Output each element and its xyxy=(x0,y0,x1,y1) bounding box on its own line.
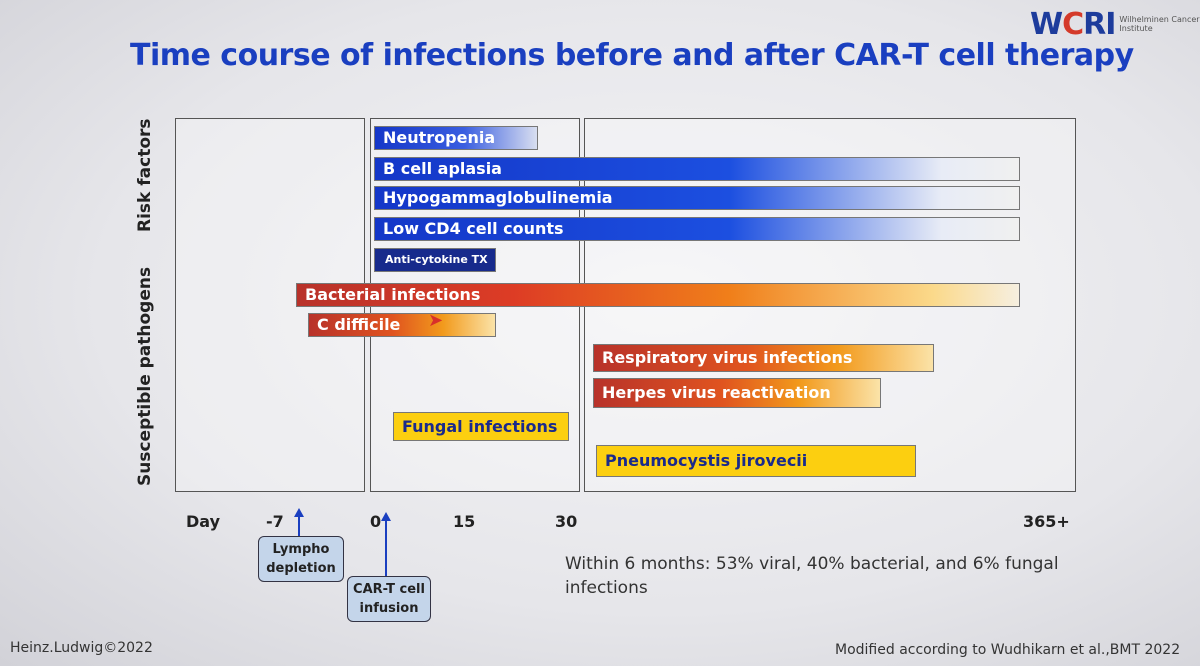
cart-arrow-icon xyxy=(381,512,391,521)
bar-b-cell-aplasia: B cell aplasia xyxy=(374,157,1020,181)
tick-minus-7: -7 xyxy=(266,512,284,531)
logo-mark: WCRI xyxy=(1030,6,1116,42)
bar-low-cd4: Low CD4 cell counts xyxy=(374,217,1020,241)
cart-arrow-shaft xyxy=(385,520,387,576)
footer-author: Heinz.Ludwig©2022 xyxy=(10,640,153,656)
risk-factors-label: Risk factors xyxy=(135,118,155,232)
bar-neutropenia: Neutropenia xyxy=(374,126,538,150)
axis-day-label: Day xyxy=(186,512,221,531)
slide-title: Time course of infections before and aft… xyxy=(130,38,1134,73)
bar-c-difficile: C difficile xyxy=(308,313,496,337)
bar-respiratory-virus: Respiratory virus infections xyxy=(593,344,934,372)
bar-hypogammaglobulinemia: Hypogammaglobulinemia xyxy=(374,186,1020,210)
logo-text: Wilhelminen Cancer Research Institute xyxy=(1119,15,1200,33)
lympho-depletion-callout: Lympho depletion xyxy=(258,536,344,582)
pointer-icon: ➤ xyxy=(428,310,444,331)
bar-anti-cytokine: Anti-cytokine TX xyxy=(374,248,496,272)
bar-pneumocystis: Pneumocystis jirovecii xyxy=(596,445,916,477)
lympho-arrow-shaft xyxy=(298,516,300,536)
tick-365: 365+ xyxy=(1023,512,1070,531)
tick-15: 15 xyxy=(453,512,476,531)
lympho-arrow-icon xyxy=(294,508,304,517)
cart-infusion-callout: CAR-T cell infusion xyxy=(347,576,431,622)
tick-30: 30 xyxy=(555,512,578,531)
infection-stats-note: Within 6 months: 53% viral, 40% bacteria… xyxy=(565,554,1059,598)
bar-herpes-virus: Herpes virus reactivation xyxy=(593,378,881,408)
footer-source: Modified according to Wudhikarn et al.,B… xyxy=(835,642,1181,658)
wcri-logo: WCRI Wilhelminen Cancer Research Institu… xyxy=(1030,4,1200,44)
susceptible-pathogens-label: Susceptible pathogens xyxy=(135,266,155,486)
bar-bacterial-infections: Bacterial infections xyxy=(296,283,1020,307)
bar-fungal-infections: Fungal infections xyxy=(393,412,569,441)
tick-0: 0 xyxy=(370,512,382,531)
